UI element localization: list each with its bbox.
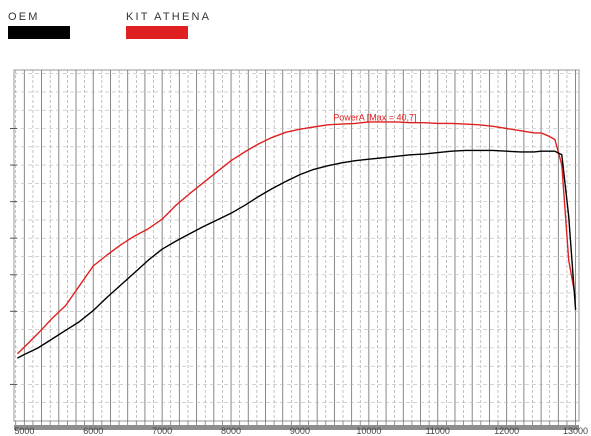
legend-label-kit-athena: KIT ATHENA — [126, 11, 212, 23]
legend-swatch-kit-athena — [126, 26, 188, 39]
max-power-annotation: PowerA [Max = 40,7] — [333, 112, 416, 122]
x-tick-label: 8000 — [221, 426, 241, 436]
legend-item-oem: OEM — [8, 11, 70, 39]
x-tick-label: 6000 — [83, 426, 103, 436]
series-line-kit-athena — [16, 121, 577, 355]
x-tick-label: 10000 — [356, 426, 381, 436]
x-tick-label: 13000 — [563, 426, 588, 436]
legend-label-oem: OEM — [8, 11, 40, 23]
legend-item-kit-athena: KIT ATHENA — [126, 11, 211, 39]
x-tick-label: 7000 — [152, 426, 172, 436]
x-axis-bar — [14, 425, 579, 430]
x-tick-label: 9000 — [290, 426, 310, 436]
x-tick-label: 12000 — [494, 426, 519, 436]
series-line-oem — [17, 149, 577, 359]
plot-frame — [13, 69, 580, 422]
x-tick-label: 5000 — [14, 426, 34, 436]
legend-swatch-oem — [8, 26, 70, 39]
x-tick-label: 11000 — [426, 426, 450, 436]
